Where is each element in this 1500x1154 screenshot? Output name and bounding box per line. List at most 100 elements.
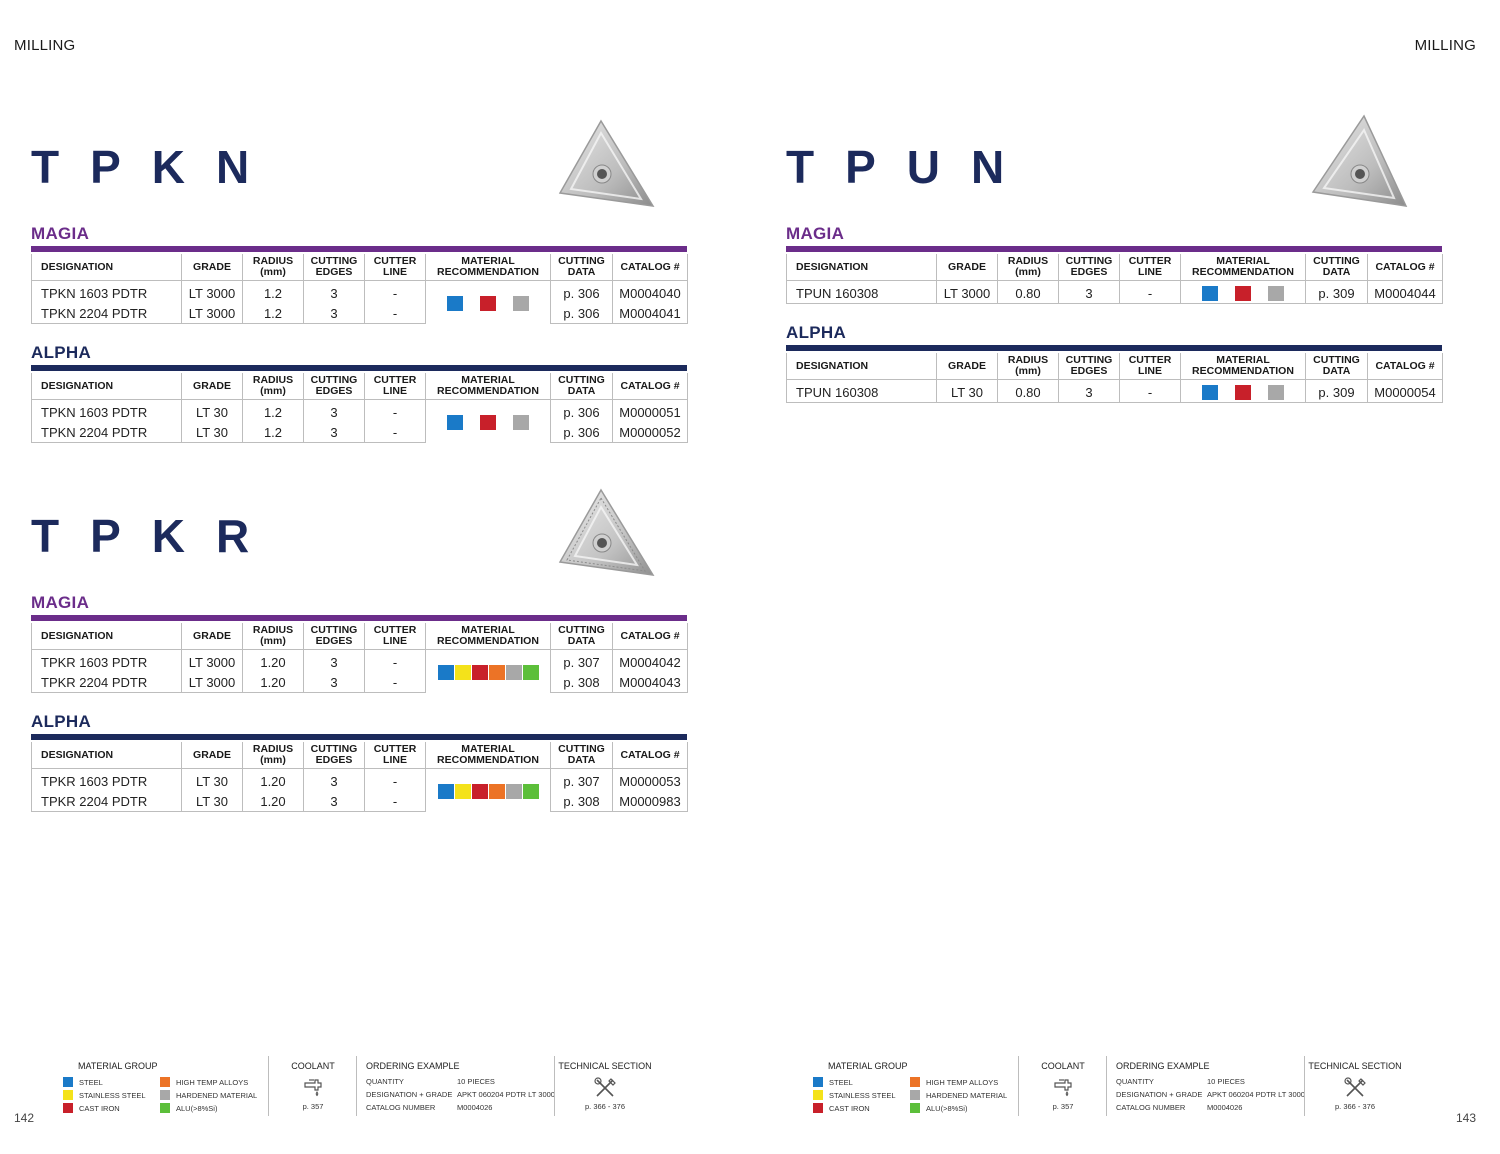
cutting-data-cell: p. 309 (1305, 379, 1368, 403)
cutter-line-col-header: CUTTER LINE (1119, 353, 1181, 380)
ordering-label: QUANTITY (1116, 1077, 1154, 1086)
material-group-label: CAST IRON (79, 1103, 120, 1113)
grade-cell: LT 3000 (936, 280, 998, 304)
designation-cell: TPKR 2204 PDTR (31, 672, 182, 693)
product-title: TPKR (31, 510, 281, 562)
series-label: MAGIA (786, 224, 845, 243)
designation-col-header: DESIGNATION (786, 254, 937, 281)
material-col-header: MATERIAL RECOMMENDATION (425, 742, 551, 769)
material-swatches (426, 783, 550, 799)
grade-col-header: GRADE (181, 623, 243, 650)
designation-col-header: DESIGNATION (786, 353, 937, 380)
series-bar (31, 246, 687, 252)
coolant-page: p. 357 (302, 1102, 324, 1111)
cutter-line-col-header: CUTTER LINE (1119, 254, 1181, 281)
catalog-cell: M0004044 (1367, 280, 1443, 304)
catalog-cell: M0000983 (612, 791, 688, 812)
material-group-label: STEEL (829, 1077, 853, 1087)
legend-divider (268, 1056, 269, 1116)
material-group-alu: ALU(>8%Si) (160, 1103, 217, 1113)
grade-cell: LT 30 (181, 768, 243, 791)
legend-divider (1018, 1056, 1019, 1116)
cutter-line-col-header: CUTTER LINE (364, 623, 426, 650)
cutter-line-cell: - (364, 768, 426, 791)
material-group-alu: ALU(>8%Si) (910, 1103, 967, 1113)
coolant-tap-icon (1054, 1079, 1072, 1097)
material-swatch-steel (437, 664, 454, 680)
designation-col-header: DESIGNATION (31, 373, 182, 400)
cutting-edges-cell: 3 (303, 422, 365, 443)
table-row: TPUN 160308 LT 30 0.80 3- p. 309 M0000054 (786, 379, 1443, 403)
material-group-cast-iron: CAST IRON (813, 1103, 870, 1113)
cutter-line-col-header: CUTTER LINE (364, 742, 426, 769)
material-swatch-alu (910, 1103, 920, 1113)
designation-cell: TPKN 2204 PDTR (31, 303, 182, 324)
catalog-col-header: CATALOG # (612, 742, 688, 769)
technical-section-legend: TECHNICAL SECTION p. 366 - 376 (558, 1056, 652, 1116)
material-swatch-stainless-steel (454, 664, 471, 680)
radius-cell: 1.2 (242, 399, 304, 422)
material-swatch-stainless-steel (454, 783, 471, 799)
cutting-data-col-header: CUTTING DATA (550, 742, 613, 769)
designation-cell: TPKN 2204 PDTR (31, 422, 182, 443)
material-swatch-steel (813, 1077, 823, 1087)
material-swatch-steel (1202, 384, 1218, 400)
coolant-legend: COOLANT p. 357 (274, 1056, 352, 1116)
catalog-cell: M0004042 (612, 649, 688, 672)
cutting-edges-col-header: CUTTING EDGES (303, 623, 365, 650)
cutter-line-cell: - (364, 672, 426, 693)
material-swatch-cast-iron (1235, 285, 1251, 301)
material-cell (1180, 379, 1306, 403)
cutting-edges-cell: 3 (303, 303, 365, 324)
material-swatch-alu (522, 783, 539, 799)
material-group-label: HARDENED MATERIAL (926, 1090, 1008, 1100)
table-row: TPKN 1603 PDTR LT 3000 1.2 3- p. 306 M0004040 (31, 280, 688, 324)
material-swatch-steel (437, 783, 454, 799)
cutting-data-col-header: CUTTING DATA (1305, 353, 1368, 380)
material-swatch-alu (160, 1103, 170, 1113)
right-page: MILLING TPUN MAGIA DESIGNATION GRADE RADIU… (750, 0, 1500, 1154)
series-label: ALPHA (31, 712, 92, 731)
material-swatch-high-temp-alloys (910, 1077, 920, 1087)
series-label: MAGIA (31, 224, 90, 243)
material-swatch-hardened-material (160, 1090, 170, 1100)
catalog-col-header: CATALOG # (1367, 254, 1443, 281)
material-swatch-hardened-material (505, 664, 522, 680)
grade-col-header: GRADE (936, 254, 998, 281)
legend-divider (1304, 1056, 1305, 1116)
material-cell (425, 649, 551, 693)
material-group-label: HIGH TEMP ALLOYS (176, 1077, 249, 1087)
series-bar (786, 246, 1442, 252)
material-swatch-hardened-material (1268, 384, 1284, 400)
cutting-edges-cell: 3 (303, 672, 365, 693)
material-swatch-stainless-steel (813, 1090, 823, 1100)
designation-cell: TPUN 160308 (786, 379, 937, 403)
material-group-high-temp-alloys: HIGH TEMP ALLOYS (160, 1077, 248, 1087)
radius-cell: 1.2 (242, 280, 304, 303)
designation-cell: TPKN 1603 PDTR (31, 399, 182, 422)
legend-divider (554, 1056, 555, 1116)
radius-cell: 1.2 (242, 422, 304, 443)
cutting-data-cell: p. 308 (550, 791, 613, 812)
cutting-data-cell: p. 307 (550, 649, 613, 672)
legend: MATERIAL GROUP STEEL STAINLESS STEEL CAS… (750, 1056, 1500, 1116)
material-group-label: STAINLESS STEEL (829, 1090, 896, 1100)
series-label: MAGIA (31, 593, 90, 612)
ordering-value: 10 PIECES (457, 1077, 495, 1086)
grade-cell: LT 30 (181, 399, 243, 422)
table-row: TPKR 1603 PDTR LT 30 1.20 3- p. 307 M0000053 (31, 768, 688, 812)
ordering-example-legend: ORDERING EXAMPLE QUANTITY 10 PIECES DESIGN… (1116, 1056, 1305, 1116)
material-group-label: HIGH TEMP ALLOYS (926, 1077, 999, 1087)
material-swatch-steel (447, 414, 463, 430)
material-group-label: STEEL (79, 1077, 103, 1087)
series-bar (786, 345, 1442, 351)
material-group-label: CAST IRON (829, 1103, 870, 1113)
material-group-stainless-steel: STAINLESS STEEL (813, 1090, 896, 1100)
running-head: MILLING (14, 37, 76, 54)
ordering-label: DESIGNATION + GRADE (1116, 1090, 1203, 1099)
material-swatch-steel (447, 295, 463, 311)
ordering-value: M0004026 (457, 1103, 493, 1112)
material-swatch-hardened-material (505, 783, 522, 799)
material-cell (425, 399, 551, 443)
cutting-edges-cell: 3 (1058, 280, 1120, 304)
